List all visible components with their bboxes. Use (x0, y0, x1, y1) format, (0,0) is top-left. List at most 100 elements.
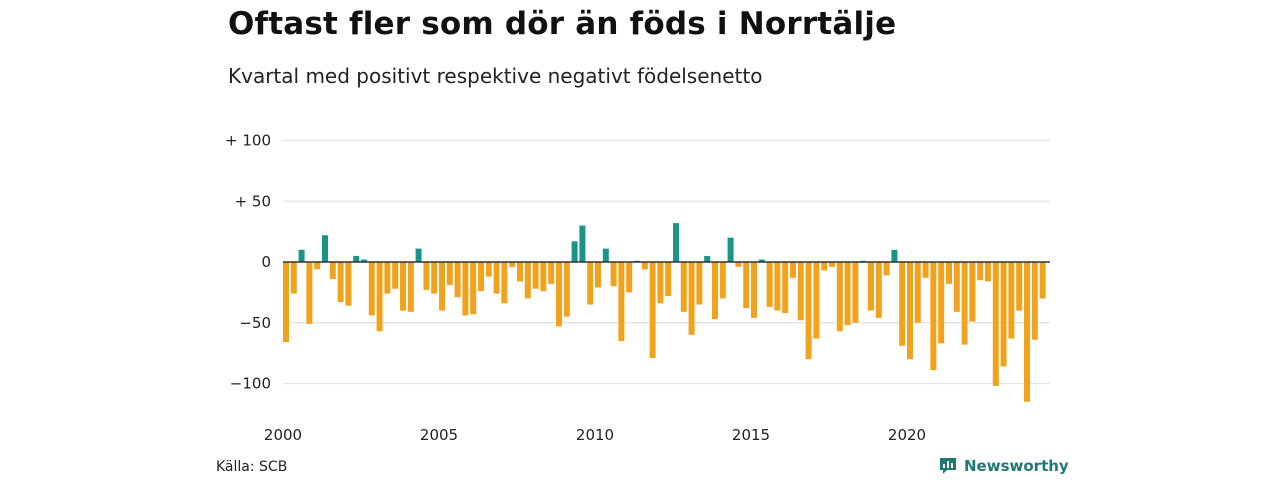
bar (813, 262, 820, 339)
bar (992, 262, 999, 386)
bar (790, 262, 796, 278)
chart-subtitle: Kvartal med positivt respektive negativt… (228, 64, 763, 88)
bar (337, 262, 344, 303)
bar (446, 262, 453, 286)
bar (392, 262, 399, 289)
bar (735, 262, 742, 267)
bar (985, 262, 991, 282)
bar (462, 262, 469, 316)
bar (891, 249, 898, 262)
x-tick-label: 2000 (264, 426, 302, 444)
bar (610, 262, 617, 287)
bar (1031, 262, 1038, 340)
bar (946, 262, 952, 284)
bar (883, 262, 890, 276)
bar (602, 248, 609, 262)
bar (400, 262, 406, 311)
brand-name: Newsworthy (964, 457, 1069, 475)
bar (868, 262, 874, 311)
bar (953, 262, 960, 312)
bar (938, 262, 945, 344)
bar (688, 262, 695, 335)
bar (361, 259, 367, 262)
bar (852, 262, 859, 323)
bar (751, 262, 757, 318)
x-tick-label: 2015 (732, 426, 770, 444)
y-tick-label: −50 (239, 314, 271, 332)
y-tick-label: −100 (230, 375, 271, 393)
bar (758, 259, 765, 262)
bar (439, 262, 445, 311)
bar (875, 262, 882, 318)
y-tick-label: 0 (261, 253, 271, 271)
bar (587, 262, 594, 305)
bar (899, 262, 906, 346)
bar (563, 262, 570, 317)
bar (922, 262, 929, 278)
y-tick-label: + 100 (225, 132, 271, 150)
bar (345, 262, 352, 306)
bar (719, 262, 726, 299)
x-tick-labels: 2000 2005 2010 2015 2020 (264, 426, 926, 444)
bar (454, 262, 461, 298)
chart-title: Oftast fler som dör än föds i Norrtälje (228, 6, 897, 42)
bar (774, 262, 781, 311)
bars (283, 223, 1046, 402)
bar (329, 262, 336, 280)
bar (680, 262, 687, 312)
bar (532, 262, 539, 289)
brand-logo[interactable]: Newsworthy (938, 456, 1069, 476)
bar (641, 262, 648, 270)
bar (306, 262, 313, 324)
bar (368, 262, 375, 316)
bar (322, 235, 328, 262)
bar (548, 262, 555, 284)
bar (930, 262, 937, 371)
source-note: Källa: SCB (216, 459, 288, 475)
bar (1016, 262, 1023, 311)
bar (431, 262, 438, 294)
bar (1039, 262, 1046, 299)
grid-lines (283, 139, 1050, 385)
bar (1024, 262, 1030, 402)
x-tick-label: 2020 (888, 426, 926, 444)
bar (618, 262, 625, 341)
bar (376, 262, 383, 332)
bar (415, 248, 422, 262)
bar (1008, 262, 1015, 339)
bar (384, 262, 391, 294)
bar (704, 255, 711, 263)
bar (797, 262, 804, 321)
bar (298, 249, 305, 262)
bar (649, 262, 656, 358)
bar (478, 262, 484, 292)
bar (290, 262, 297, 294)
y-tick-label: + 50 (235, 192, 271, 210)
bar (961, 262, 968, 345)
bar (977, 262, 984, 281)
y-tick-labels: + 100 + 50 0 −50 −100 (225, 132, 271, 393)
bar (907, 262, 913, 360)
bar (423, 262, 430, 290)
x-tick-label: 2010 (576, 426, 614, 444)
bar (540, 262, 547, 292)
bar (283, 262, 289, 343)
bar (712, 262, 718, 320)
bar (524, 262, 531, 299)
bar (743, 262, 750, 309)
bar (766, 262, 773, 307)
bar (844, 262, 851, 326)
x-tick-label: 2005 (420, 426, 458, 444)
bar (727, 237, 734, 262)
bar (501, 262, 508, 304)
bar (314, 262, 321, 270)
bar (1000, 262, 1007, 367)
bar (485, 262, 492, 277)
bar (914, 262, 921, 323)
bar (969, 262, 976, 322)
bar (821, 262, 828, 271)
bar (353, 255, 360, 263)
bar-chart-logo-icon (940, 458, 956, 474)
bar (696, 262, 703, 305)
